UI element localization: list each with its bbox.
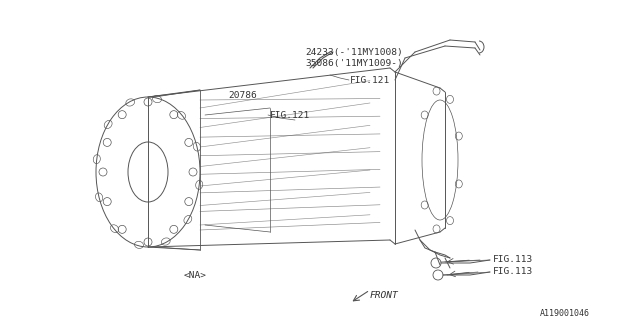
Text: FIG.121: FIG.121 — [350, 76, 390, 84]
Text: 20786: 20786 — [228, 91, 257, 100]
Text: A119001046: A119001046 — [540, 309, 590, 318]
Text: FIG.113: FIG.113 — [493, 255, 533, 265]
Text: FIG.113: FIG.113 — [493, 268, 533, 276]
Text: FRONT: FRONT — [370, 291, 399, 300]
Text: 24233(-'11MY1008): 24233(-'11MY1008) — [305, 47, 403, 57]
Text: 35086('11MY1009-): 35086('11MY1009-) — [305, 59, 403, 68]
Text: <NA>: <NA> — [184, 270, 207, 279]
Text: FIG.121: FIG.121 — [270, 110, 310, 119]
